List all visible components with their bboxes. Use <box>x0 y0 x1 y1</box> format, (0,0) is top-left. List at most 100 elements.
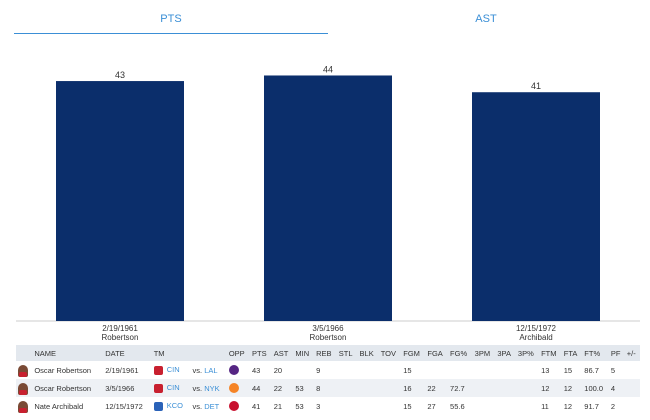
column-header-ast[interactable]: AST <box>271 345 294 361</box>
player-name-link[interactable]: Nate Archibald <box>34 401 84 411</box>
tab-ast[interactable]: AST <box>475 13 497 25</box>
column-header-pts[interactable]: PTS <box>249 345 272 361</box>
bar-1[interactable] <box>264 75 392 321</box>
column-header-blk[interactable]: BLK <box>357 345 379 361</box>
column-header-fg-[interactable]: FG% <box>448 345 473 361</box>
stat-pts: 44 <box>249 379 272 397</box>
column-header-fta[interactable]: FTA <box>561 345 583 361</box>
stat-fga: 27 <box>427 401 436 411</box>
team-logo-icon <box>153 365 163 375</box>
stat-fga <box>425 361 448 379</box>
stat-blk <box>358 361 379 379</box>
tab-pts[interactable]: PTS <box>160 13 182 25</box>
matchup-cell[interactable]: vs. DET <box>191 397 227 415</box>
column-header-fga[interactable]: FGA <box>425 345 449 361</box>
stat-tov <box>379 361 402 379</box>
stat-tov <box>378 379 402 397</box>
stat-fta: 12 <box>563 401 573 411</box>
team-link[interactable]: CIN <box>166 365 180 375</box>
player-avatar-cell <box>16 361 32 379</box>
stat-fgm: 16 <box>401 379 426 397</box>
x-tick-date-0: 2/19/1961 <box>102 324 138 333</box>
stat-fta: 12 <box>561 379 583 397</box>
lakers-logo-icon <box>228 365 239 375</box>
stat-fgm: 15 <box>403 401 412 411</box>
stat-fgp <box>448 361 473 379</box>
team-link[interactable]: CIN <box>166 383 180 393</box>
vs-label: vs. <box>192 401 205 411</box>
column-header--[interactable]: +/- <box>624 345 640 361</box>
column-header-fgm[interactable]: FGM <box>401 345 426 361</box>
column-header-ft-[interactable]: FT% <box>582 345 609 361</box>
bar-2[interactable] <box>472 92 600 321</box>
column-header-stl[interactable]: STL <box>336 345 358 361</box>
table-row[interactable]: Oscar Robertson 3/5/1966 CIN vs. NYK 44 22 53 8… <box>16 379 640 397</box>
stat-tpm <box>473 397 496 415</box>
stat-tpp <box>515 379 540 397</box>
column-header-3pa[interactable]: 3PA <box>495 345 516 361</box>
player-avatar <box>18 383 28 395</box>
stat-tpp <box>516 397 539 415</box>
bar-value-label-2: 41 <box>531 81 541 91</box>
bar-0[interactable] <box>56 81 184 321</box>
stat-ftp: 91.7 <box>584 401 599 411</box>
knicks-logo-icon <box>228 383 239 393</box>
stat-ast: 21 <box>273 401 283 411</box>
stat-pts: 43 <box>251 365 261 375</box>
team-cell[interactable]: CIN <box>152 361 191 379</box>
stat-tpm <box>473 361 496 379</box>
opponent-logo-cell <box>226 379 250 397</box>
column-header-tm[interactable]: TM <box>151 345 191 361</box>
opponent-link[interactable]: NYK <box>204 383 220 393</box>
stat-tpa <box>495 361 516 379</box>
game-date-link[interactable]: 3/5/1966 <box>103 379 152 397</box>
stat-ftm: 11 <box>541 401 549 411</box>
opponent-link[interactable]: LAL <box>204 365 218 375</box>
column-header-date[interactable]: DATE <box>103 345 152 361</box>
game-date-link[interactable]: 12/15/1972 <box>105 401 143 411</box>
team-logo-icon <box>153 383 163 393</box>
stat-min: 53 <box>293 379 315 397</box>
player-avatar-cell <box>16 397 32 415</box>
matchup-cell[interactable]: vs. LAL <box>191 361 227 379</box>
stat-ftm: 12 <box>539 379 562 397</box>
column-header-min[interactable]: MIN <box>293 345 315 361</box>
team-link[interactable]: KCO <box>166 401 183 411</box>
stat-tpp <box>516 361 539 379</box>
active-tab-underline <box>14 33 328 34</box>
player-avatar <box>18 401 28 413</box>
stat-reb: 3 <box>316 401 321 411</box>
player-avatar-cell <box>16 379 33 397</box>
opponent-link[interactable]: DET <box>204 401 220 411</box>
column-header-tov[interactable]: TOV <box>378 345 402 361</box>
column-header-3pm[interactable]: 3PM <box>472 345 496 361</box>
stat-blk <box>357 379 379 397</box>
column-header-reb[interactable]: REB <box>314 345 337 361</box>
column-header-opp[interactable]: OPP <box>226 345 250 361</box>
x-tick-player-2: Archibald <box>519 333 552 342</box>
stat-pts: 41 <box>251 401 261 411</box>
matchup-cell[interactable]: vs. NYK <box>190 379 227 397</box>
column-header-pf[interactable]: PF <box>608 345 625 361</box>
stat-fga: 22 <box>425 379 449 397</box>
stat-pm <box>624 379 640 397</box>
game-log-table: NAME DATE TM OPP PTS AST MIN REB STL BLK TOV FGM FGA… <box>16 345 640 415</box>
stat-min: 53 <box>295 401 304 411</box>
stat-tov <box>379 397 402 415</box>
opponent-logo-cell <box>227 397 250 415</box>
player-name-link[interactable]: Oscar Robertson <box>34 365 92 375</box>
game-date-link[interactable]: 2/19/1961 <box>105 365 139 375</box>
stat-ftp: 86.7 <box>584 365 599 375</box>
player-name-link[interactable]: Oscar Robertson <box>32 379 104 397</box>
stat-tpa <box>495 379 516 397</box>
team-cell[interactable]: CIN <box>151 379 191 397</box>
table-row[interactable]: Nate Archibald 12/15/1972 KCO vs. DET 41 21 53… <box>16 397 640 415</box>
table-row[interactable]: Oscar Robertson 2/19/1961 CIN vs. LAL 43 20 9 1… <box>16 361 640 379</box>
column-header-3p-[interactable]: 3P% <box>515 345 540 361</box>
team-cell[interactable]: KCO <box>152 397 191 415</box>
column-header-blank-0 <box>16 345 33 361</box>
column-header-name[interactable]: NAME <box>32 345 104 361</box>
table-header-row: NAME DATE TM OPP PTS AST MIN REB STL BLK TOV FGM FGA… <box>16 345 640 361</box>
stat-reb: 9 <box>316 365 321 375</box>
column-header-ftm[interactable]: FTM <box>539 345 562 361</box>
